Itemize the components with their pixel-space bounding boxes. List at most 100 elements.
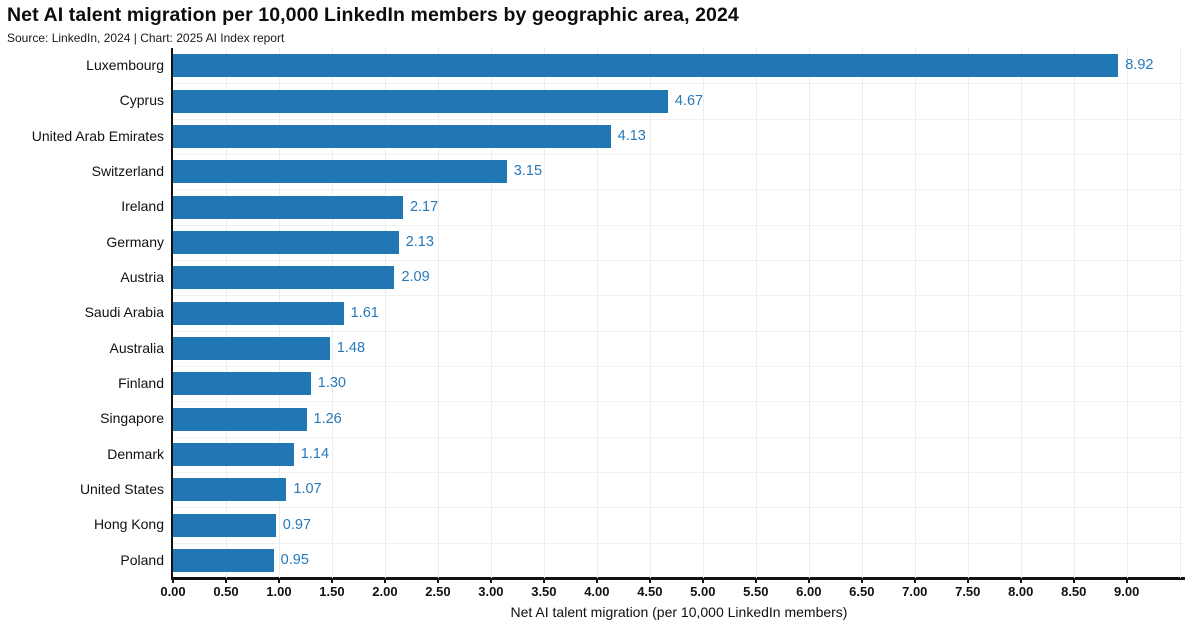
bar [173,160,507,184]
x-tick-label: 9.00 [1114,584,1140,599]
x-gridline [649,48,651,578]
chart-title: Net AI talent migration per 10,000 Linke… [7,4,739,26]
bar-value-label: 1.30 [317,375,346,392]
bar-value-label: 4.67 [674,92,704,109]
category-label: Luxembourg [86,57,164,73]
category-label: Finland [118,375,164,391]
chart-source-note: Source: LinkedIn, 2024 | Chart: 2025 AI … [7,31,285,45]
x-tick-label: 4.50 [637,584,663,599]
y-axis-category-labels: Luxembourg Cyprus United Arab Emirates Swit… [0,48,164,578]
x-tick-label: 4.00 [584,584,610,599]
x-gridline [1179,48,1181,578]
bar-value-label: 1.61 [350,304,379,321]
category-label: Australia [109,339,164,356]
x-tick-label: 2.50 [425,584,451,599]
x-tick-label: 1.00 [266,584,292,599]
x-tickmark [701,579,704,583]
bar-value-label: 0.97 [282,516,312,533]
y-gridline [173,330,1185,332]
bar [173,336,330,360]
category-label: Singapore [100,410,164,427]
x-gridline [808,48,810,578]
y-gridline [173,154,1185,155]
bar [173,266,395,290]
x-gridline [437,48,439,578]
x-tickmark [383,579,386,583]
bar [173,54,1119,78]
bar [173,372,311,396]
bar [173,548,274,572]
bar [173,195,403,219]
y-gridline [173,436,1185,438]
x-tick-label: 2.00 [372,584,398,599]
bar [173,230,399,254]
y-gridline [173,189,1185,191]
category-label: United Arab Emirates [31,127,164,144]
bar-value-label: 1.14 [300,445,330,462]
x-gridline [914,48,916,578]
x-gridline [490,48,492,578]
x-tickmark [966,579,969,583]
x-tick-label: 0.00 [160,584,186,599]
x-axis-label: Net AI talent migration (per 10,000 Link… [510,604,848,620]
bar [173,442,294,466]
x-gridline [967,48,969,578]
plot-area: 8.92 4.67 4.13 3.15 2.17 2.13 2.09 1.61 1.48 1.30… [171,48,1185,580]
y-gridline [173,295,1185,297]
y-gridline [173,260,1185,261]
bar [173,89,668,113]
x-tick-label: 0.50 [213,584,239,599]
x-tickmark [436,579,439,583]
x-tickmark [860,579,863,583]
y-axis-spine [171,48,173,578]
bar [173,301,344,325]
x-tickmark [542,579,545,583]
y-gridline [173,507,1185,509]
x-tick-label: 5.00 [690,584,716,599]
x-gridline [1126,48,1128,578]
bar-value-label: 1.48 [336,339,366,356]
category-label: Saudi Arabia [84,304,164,321]
x-gridline [861,48,863,578]
x-tickmark [1125,579,1128,583]
x-tick-label: 7.50 [955,584,981,599]
y-gridline [173,401,1185,403]
bar-value-label: 4.13 [617,127,646,144]
x-tick-label: 8.00 [1008,584,1034,599]
y-gridline [173,83,1185,85]
bar [173,478,287,502]
bar-value-label: 0.95 [280,551,309,568]
y-gridline [173,224,1185,226]
y-gridline [173,542,1185,544]
x-axis-spine [171,577,1185,580]
x-gridline [702,48,704,578]
x-tickmark [489,579,492,583]
category-label: Ireland [121,198,164,215]
x-tickmark [277,579,280,583]
bar-value-label: 8.92 [1125,57,1154,74]
x-tick-label: 6.00 [796,584,822,599]
x-tickmark [648,579,651,583]
x-tick-label: 5.50 [743,584,769,599]
x-gridline [384,48,386,578]
x-tickmark [224,579,227,583]
x-tickmark [754,579,757,583]
x-tickmark [330,579,333,583]
x-gridline [1020,48,1022,578]
category-label: Hong Kong [93,516,164,533]
bar-value-label: 3.15 [513,163,543,180]
bar-value-label: 2.17 [409,198,439,215]
x-tickmark [172,579,174,583]
y-gridline [173,366,1185,367]
x-tickmark [595,579,598,583]
category-label: Cyprus [119,92,164,109]
bar [173,124,611,148]
bar-value-label: 2.09 [401,269,430,286]
category-label: Austria [120,269,164,285]
x-gridline [755,48,757,578]
bar-value-label: 2.13 [405,233,434,250]
category-label: Switzerland [91,163,164,179]
x-tickmark [1019,579,1022,583]
category-label: Germany [106,233,164,250]
